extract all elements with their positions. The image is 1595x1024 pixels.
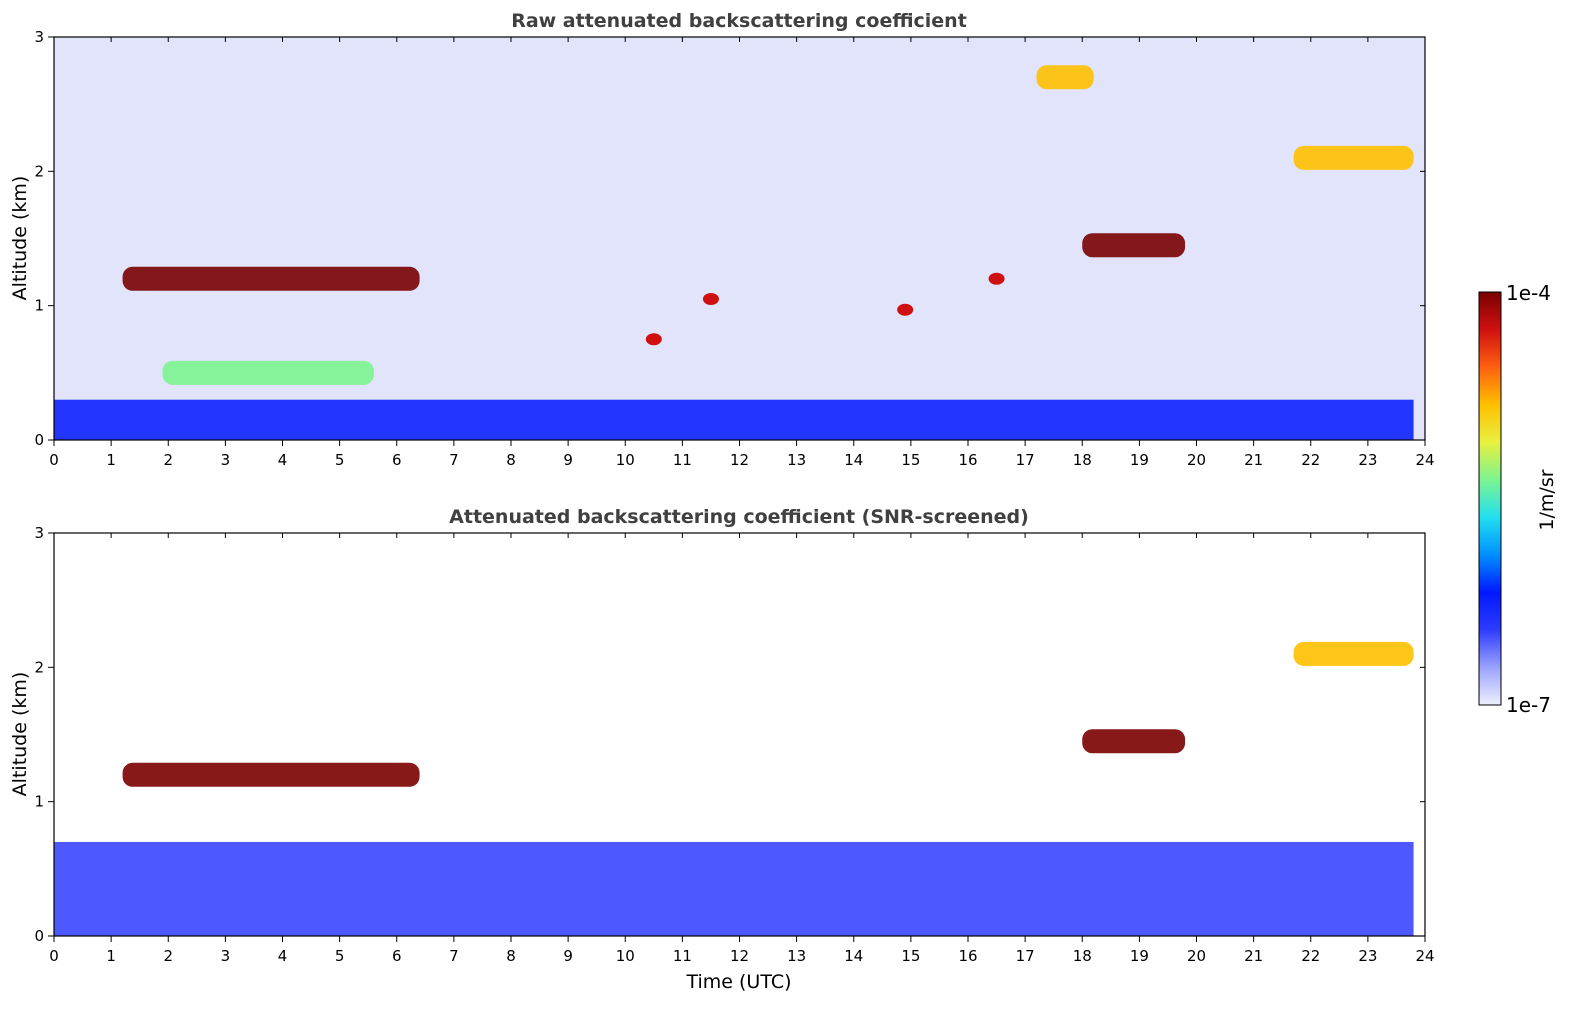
x-axis: 0 1 2 3 4 5 6 7 8 9 10 11 12 13 14 15 16 17 18 19 20 21 22 23 24 [49, 37, 1435, 469]
heatmap-feature [1082, 729, 1186, 754]
x-tick-label: 23 [1358, 451, 1377, 469]
x-tick-label: 6 [392, 451, 402, 469]
x-tick-label: 10 [616, 451, 635, 469]
x-tick-label: 1 [106, 451, 116, 469]
x-tick-label: 4 [278, 451, 288, 469]
x-tick-label: 14 [844, 947, 863, 965]
heatmap-feature [1082, 233, 1186, 258]
colorbar-scale [1478, 291, 1502, 706]
x-tick-label: 21 [1244, 451, 1263, 469]
heatmap-feature [54, 841, 1414, 936]
x-tick-label: 22 [1301, 451, 1320, 469]
x-tick-label: 0 [49, 947, 59, 965]
x-axis: 0 1 2 3 4 5 6 7 8 9 10 11 12 13 14 15 16 17 18 19 20 21 22 23 24 [49, 533, 1435, 965]
x-tick-label: 6 [392, 947, 402, 965]
x-tick-label: 15 [901, 947, 920, 965]
x-tick-label: 18 [1073, 947, 1092, 965]
y-tick-label: 3 [34, 28, 44, 46]
heatmap-feature [897, 303, 914, 316]
x-tick-label: 19 [1130, 451, 1149, 469]
colorbar-unit-label: 1/m/sr [1536, 469, 1558, 530]
x-tick-label: 4 [278, 947, 288, 965]
x-tick-label: 5 [335, 451, 345, 469]
heatmap-feature [1293, 641, 1414, 666]
x-tick-label: 3 [221, 947, 231, 965]
x-tick-label: 20 [1187, 947, 1206, 965]
heatmap-feature [702, 292, 719, 305]
x-tick-label: 2 [163, 947, 173, 965]
x-tick-label: 13 [787, 451, 806, 469]
x-tick-label: 15 [901, 451, 920, 469]
x-tick-label: 19 [1130, 947, 1149, 965]
x-tick-label: 24 [1415, 451, 1434, 469]
x-tick-label: 12 [730, 947, 749, 965]
x-tick-label: 20 [1187, 451, 1206, 469]
y-tick-label: 1 [34, 297, 44, 315]
x-axis-label: Time (UTC) [685, 971, 791, 993]
heatmap-area [54, 641, 1414, 936]
heatmap-feature [162, 360, 374, 385]
x-tick-label: 0 [49, 451, 59, 469]
x-tick-label: 21 [1244, 947, 1263, 965]
y-tick-label: 1 [34, 793, 44, 811]
x-tick-label: 17 [1016, 947, 1035, 965]
x-tick-label: 9 [563, 947, 573, 965]
x-tick-label: 11 [673, 947, 692, 965]
heatmap-feature [1293, 145, 1414, 170]
y-tick-label: 0 [34, 927, 44, 945]
panel-screened: Attenuated backscattering coefficient (S… [9, 506, 1435, 993]
y-axis-label: Altitude (km) [9, 176, 31, 301]
heatmap-feature [645, 333, 662, 346]
y-axis: 0 1 2 3 [34, 524, 1425, 945]
colorbar-min-label: 1e-7 [1506, 693, 1551, 717]
y-axis-label: Altitude (km) [9, 672, 31, 797]
panel-title: Raw attenuated backscattering coefficien… [511, 10, 967, 32]
x-tick-label: 8 [506, 451, 516, 469]
x-tick-label: 3 [221, 451, 231, 469]
x-tick-label: 7 [449, 451, 459, 469]
y-tick-label: 2 [34, 658, 44, 676]
y-axis: 0 1 2 3 [34, 28, 1425, 449]
heatmap-feature [988, 272, 1005, 285]
x-tick-label: 10 [616, 947, 635, 965]
x-tick-label: 18 [1073, 451, 1092, 469]
x-tick-label: 12 [730, 451, 749, 469]
x-tick-label: 7 [449, 947, 459, 965]
heatmap-feature [122, 762, 420, 787]
x-tick-label: 13 [787, 947, 806, 965]
panel-raw: Raw attenuated backscattering coefficien… [9, 10, 1435, 469]
y-tick-label: 3 [34, 524, 44, 542]
x-tick-label: 22 [1301, 947, 1320, 965]
heatmap-feature [122, 266, 420, 291]
x-tick-label: 11 [673, 451, 692, 469]
x-tick-label: 16 [958, 947, 977, 965]
colorbar: 1e-4 1e-7 1/m/sr [1478, 281, 1558, 717]
y-tick-label: 0 [34, 431, 44, 449]
x-tick-label: 9 [563, 451, 573, 469]
x-tick-label: 17 [1016, 451, 1035, 469]
heatmap-feature [54, 399, 1414, 440]
x-tick-label: 8 [506, 947, 516, 965]
y-tick-label: 2 [34, 162, 44, 180]
x-tick-label: 14 [844, 451, 863, 469]
x-tick-label: 5 [335, 947, 345, 965]
x-tick-label: 1 [106, 947, 116, 965]
colorbar-max-label: 1e-4 [1506, 281, 1551, 305]
heatmap-area [54, 37, 1425, 440]
panel-title: Attenuated backscattering coefficient (S… [449, 506, 1029, 528]
x-tick-label: 24 [1415, 947, 1434, 965]
x-tick-label: 23 [1358, 947, 1377, 965]
x-tick-label: 2 [163, 451, 173, 469]
x-tick-label: 16 [958, 451, 977, 469]
heatmap-feature [1036, 65, 1094, 90]
